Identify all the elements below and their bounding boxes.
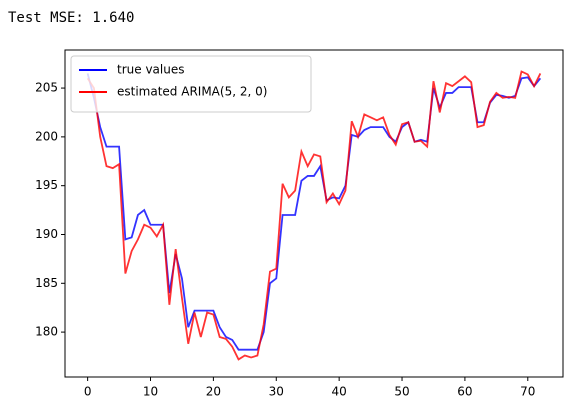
x-tick-label: 50 bbox=[394, 385, 409, 399]
series-line bbox=[86, 73, 542, 351]
series-line bbox=[86, 70, 542, 361]
x-tick-label: 0 bbox=[84, 385, 92, 399]
output-text: Test MSE: 1.640 bbox=[8, 10, 134, 26]
y-tick-label: 200 bbox=[35, 129, 58, 143]
x-tick-label: 70 bbox=[520, 385, 535, 399]
x-tick-label: 10 bbox=[143, 385, 158, 399]
legend-box bbox=[70, 55, 312, 113]
x-tick-label: 40 bbox=[332, 385, 347, 399]
y-tick-label: 185 bbox=[35, 276, 58, 290]
legend-label: true values bbox=[117, 63, 184, 77]
x-tick-label: 30 bbox=[269, 385, 284, 399]
legend-label: estimated ARIMA(5, 2, 0) bbox=[117, 85, 267, 99]
y-tick-label: 205 bbox=[35, 81, 58, 95]
x-tick-label: 60 bbox=[457, 385, 472, 399]
y-tick-label: 180 bbox=[35, 325, 58, 339]
x-tick-label: 20 bbox=[206, 385, 221, 399]
y-tick-label: 190 bbox=[35, 227, 58, 241]
axes-frame bbox=[64, 49, 564, 378]
y-tick-label: 195 bbox=[35, 178, 58, 192]
